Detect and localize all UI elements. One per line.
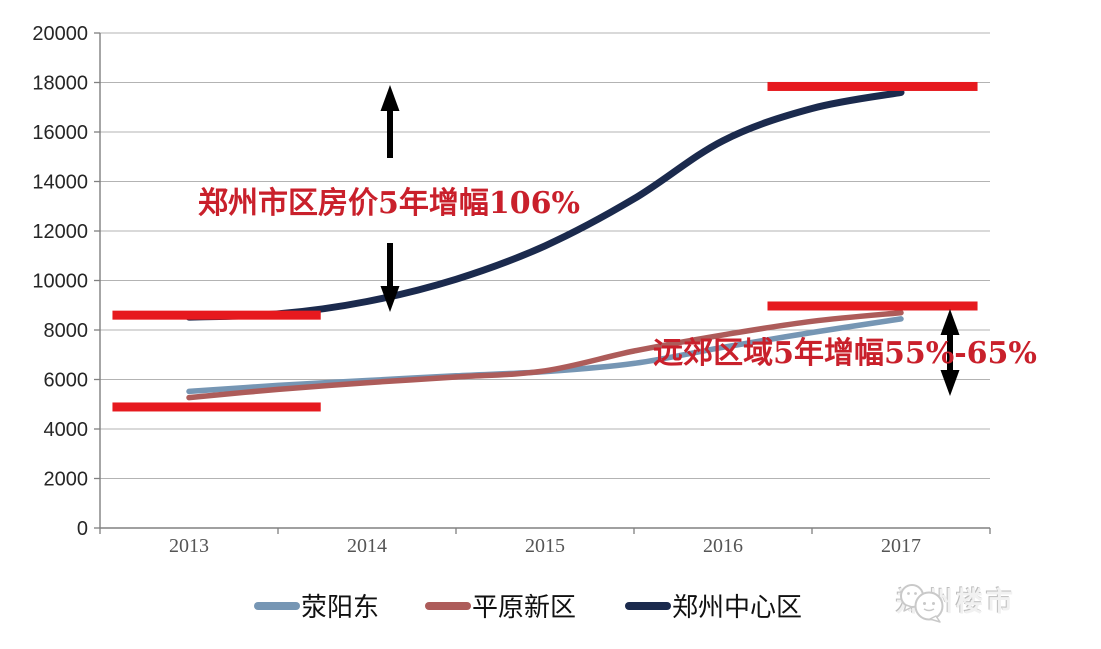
legend-label-zhengzhouzhongxinqu: 郑州中心区: [672, 593, 802, 623]
y-axis-tick-label: 16000: [32, 122, 88, 144]
y-axis-tick-label: 14000: [32, 172, 88, 194]
arrow-down: [380, 243, 400, 312]
annotation-city-growth: 郑州市区房价5年增幅106%: [198, 186, 580, 221]
y-axis-tick-label: 20000: [32, 23, 88, 45]
highlight-bar: [112, 310, 321, 320]
highlight-bar: [767, 301, 978, 311]
series-line-1: [186, 309, 904, 401]
y-axis-tick-label: 2000: [44, 469, 89, 491]
x-axis-tick-label: 2016: [703, 535, 743, 557]
legend-label-xingyangdong: 荥阳东: [301, 593, 379, 623]
annotation-suburb-growth: 远郊区域5年增幅55%-65%: [653, 336, 1037, 371]
watermark: 郑州楼市: [896, 580, 1016, 623]
highlight-bars: [112, 81, 978, 412]
y-axis-tick-label: 8000: [44, 320, 89, 342]
y-axis-tick-label: 6000: [44, 370, 89, 392]
x-axis-tick-label: 2014: [347, 535, 387, 557]
y-axis-tick-label: 10000: [32, 271, 88, 293]
arrow-up: [380, 85, 400, 158]
legend: 荥阳东 平原新区 郑州中心区: [254, 593, 802, 623]
annotation-arrows: [380, 85, 960, 396]
legend-label-pingyuanxinqu: 平原新区: [472, 593, 576, 623]
arrow-double-vertical: [940, 309, 960, 396]
y-axis-tick-label: 18000: [32, 73, 88, 95]
wechat-bubbles-icon: [900, 584, 944, 623]
y-axis-tick-label: 12000: [32, 221, 88, 243]
x-axis-tick-label: 2015: [525, 535, 565, 557]
highlight-bar: [112, 402, 321, 412]
y-axis-tick-label: 0: [77, 518, 88, 540]
x-axis-tick-label: 2013: [169, 535, 209, 557]
gridlines-and-axes: 0 2000 4000 6000 8000 10000 12000 14000 16000 180…: [32, 23, 991, 557]
highlight-bar: [767, 81, 978, 91]
x-axis-tick-label: 2017: [881, 535, 921, 557]
y-axis-tick-label: 4000: [44, 419, 89, 441]
